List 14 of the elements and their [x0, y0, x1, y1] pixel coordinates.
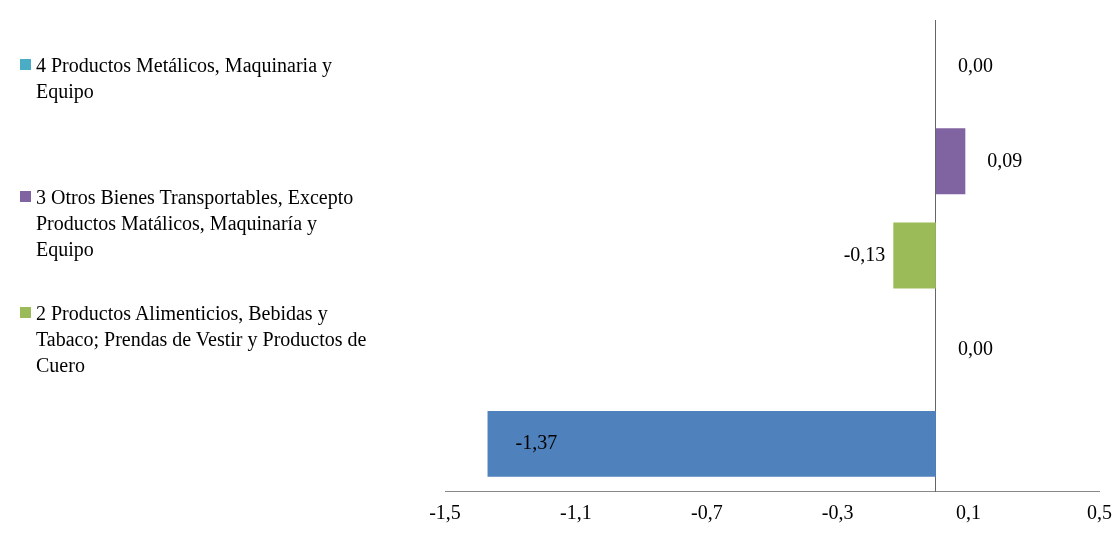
text: -0,13 [843, 242, 886, 265]
text: 0,00 [957, 336, 993, 359]
text: 0,09 [987, 148, 1023, 171]
x-tick-label: 0,1 [956, 501, 982, 524]
x-tick-label: -1,1 [560, 501, 592, 524]
text: -1,37 [515, 431, 558, 454]
legend-label: 4 Productos Metálicos, Maquinaria y Equipo [36, 53, 334, 104]
x-tick-label: -0,3 [821, 501, 854, 524]
x-tick-label: 0,5 [1087, 501, 1112, 524]
legend-label: 3 Otros Bienes Transportables, Excepto Productos Matálicos, Maquinaría y Equipo [36, 185, 355, 262]
legend-label: 2 Productos Alimenticios, Bebidas y Tabaco; Prendas de Vestir y Productos de Cuero [36, 301, 368, 378]
x-tick-label: -0,7 [690, 501, 723, 524]
x-tick-label: -1,5 [429, 501, 461, 524]
text: 0,00 [957, 54, 993, 77]
